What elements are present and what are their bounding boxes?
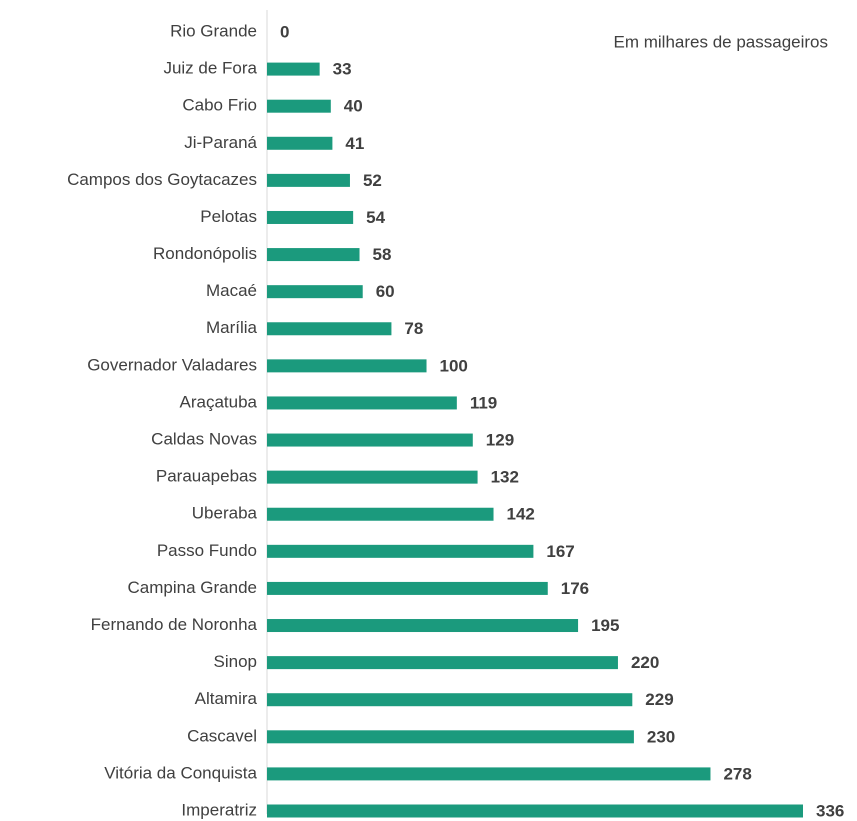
bar	[267, 470, 478, 484]
category-label: Imperatriz	[181, 800, 257, 819]
value-label: 58	[373, 245, 392, 264]
bar	[267, 322, 392, 336]
value-label: 0	[280, 22, 289, 41]
bar	[267, 359, 427, 373]
category-label: Fernando de Noronha	[91, 615, 258, 634]
bar	[267, 173, 350, 187]
value-label: 132	[491, 468, 519, 487]
value-label: 129	[486, 431, 514, 450]
value-label: 41	[345, 134, 364, 153]
value-label: 40	[344, 97, 363, 116]
value-label: 230	[647, 727, 675, 746]
value-label: 167	[546, 542, 574, 561]
category-label: Vitória da Conquista	[104, 763, 257, 782]
category-label: Governador Valadares	[87, 355, 257, 374]
value-label: 100	[440, 356, 468, 375]
category-label: Ji-Paraná	[184, 133, 257, 152]
category-label: Rio Grande	[170, 21, 257, 40]
bar	[267, 693, 633, 707]
category-label: Marília	[206, 318, 258, 337]
category-label: Rondonópolis	[153, 244, 257, 263]
bar	[267, 396, 457, 410]
value-label: 33	[333, 60, 352, 79]
value-label: 60	[376, 282, 395, 301]
bar	[267, 62, 320, 76]
value-label: 195	[591, 616, 619, 635]
value-label: 229	[645, 690, 673, 709]
bar	[267, 767, 711, 781]
category-label: Caldas Novas	[151, 430, 257, 449]
category-label: Sinop	[214, 652, 257, 671]
bar	[267, 433, 473, 447]
category-label: Cascavel	[187, 726, 257, 745]
category-label: Passo Fundo	[157, 541, 257, 560]
value-label: 54	[366, 208, 385, 227]
bar	[267, 730, 634, 744]
bar	[267, 804, 803, 818]
bar	[267, 581, 548, 595]
value-label: 220	[631, 653, 659, 672]
value-label: 119	[470, 393, 497, 412]
category-label: Pelotas	[200, 207, 257, 226]
category-label: Juiz de Fora	[163, 59, 257, 78]
value-label: 78	[404, 319, 423, 338]
bar	[267, 544, 534, 558]
bar	[267, 210, 354, 224]
bar	[267, 285, 363, 299]
bar	[267, 136, 333, 150]
value-label: 142	[507, 505, 535, 524]
bar	[267, 507, 494, 521]
annotation: Em milhares de passageiros	[614, 32, 828, 51]
category-label: Campina Grande	[128, 578, 257, 597]
value-label: 52	[363, 171, 382, 190]
category-label: Cabo Frio	[182, 96, 257, 115]
value-label: 176	[561, 579, 589, 598]
category-label: Araçatuba	[180, 392, 258, 411]
category-label: Parauapebas	[156, 467, 257, 486]
bar	[267, 99, 331, 113]
bar	[267, 619, 579, 633]
category-label: Macaé	[206, 281, 257, 300]
category-label: Campos dos Goytacazes	[67, 170, 257, 189]
category-label: Altamira	[195, 689, 258, 708]
category-label: Uberaba	[192, 504, 258, 523]
value-label: 336	[816, 801, 844, 820]
bar	[267, 656, 618, 670]
value-label: 278	[723, 764, 751, 783]
bar	[267, 248, 360, 262]
